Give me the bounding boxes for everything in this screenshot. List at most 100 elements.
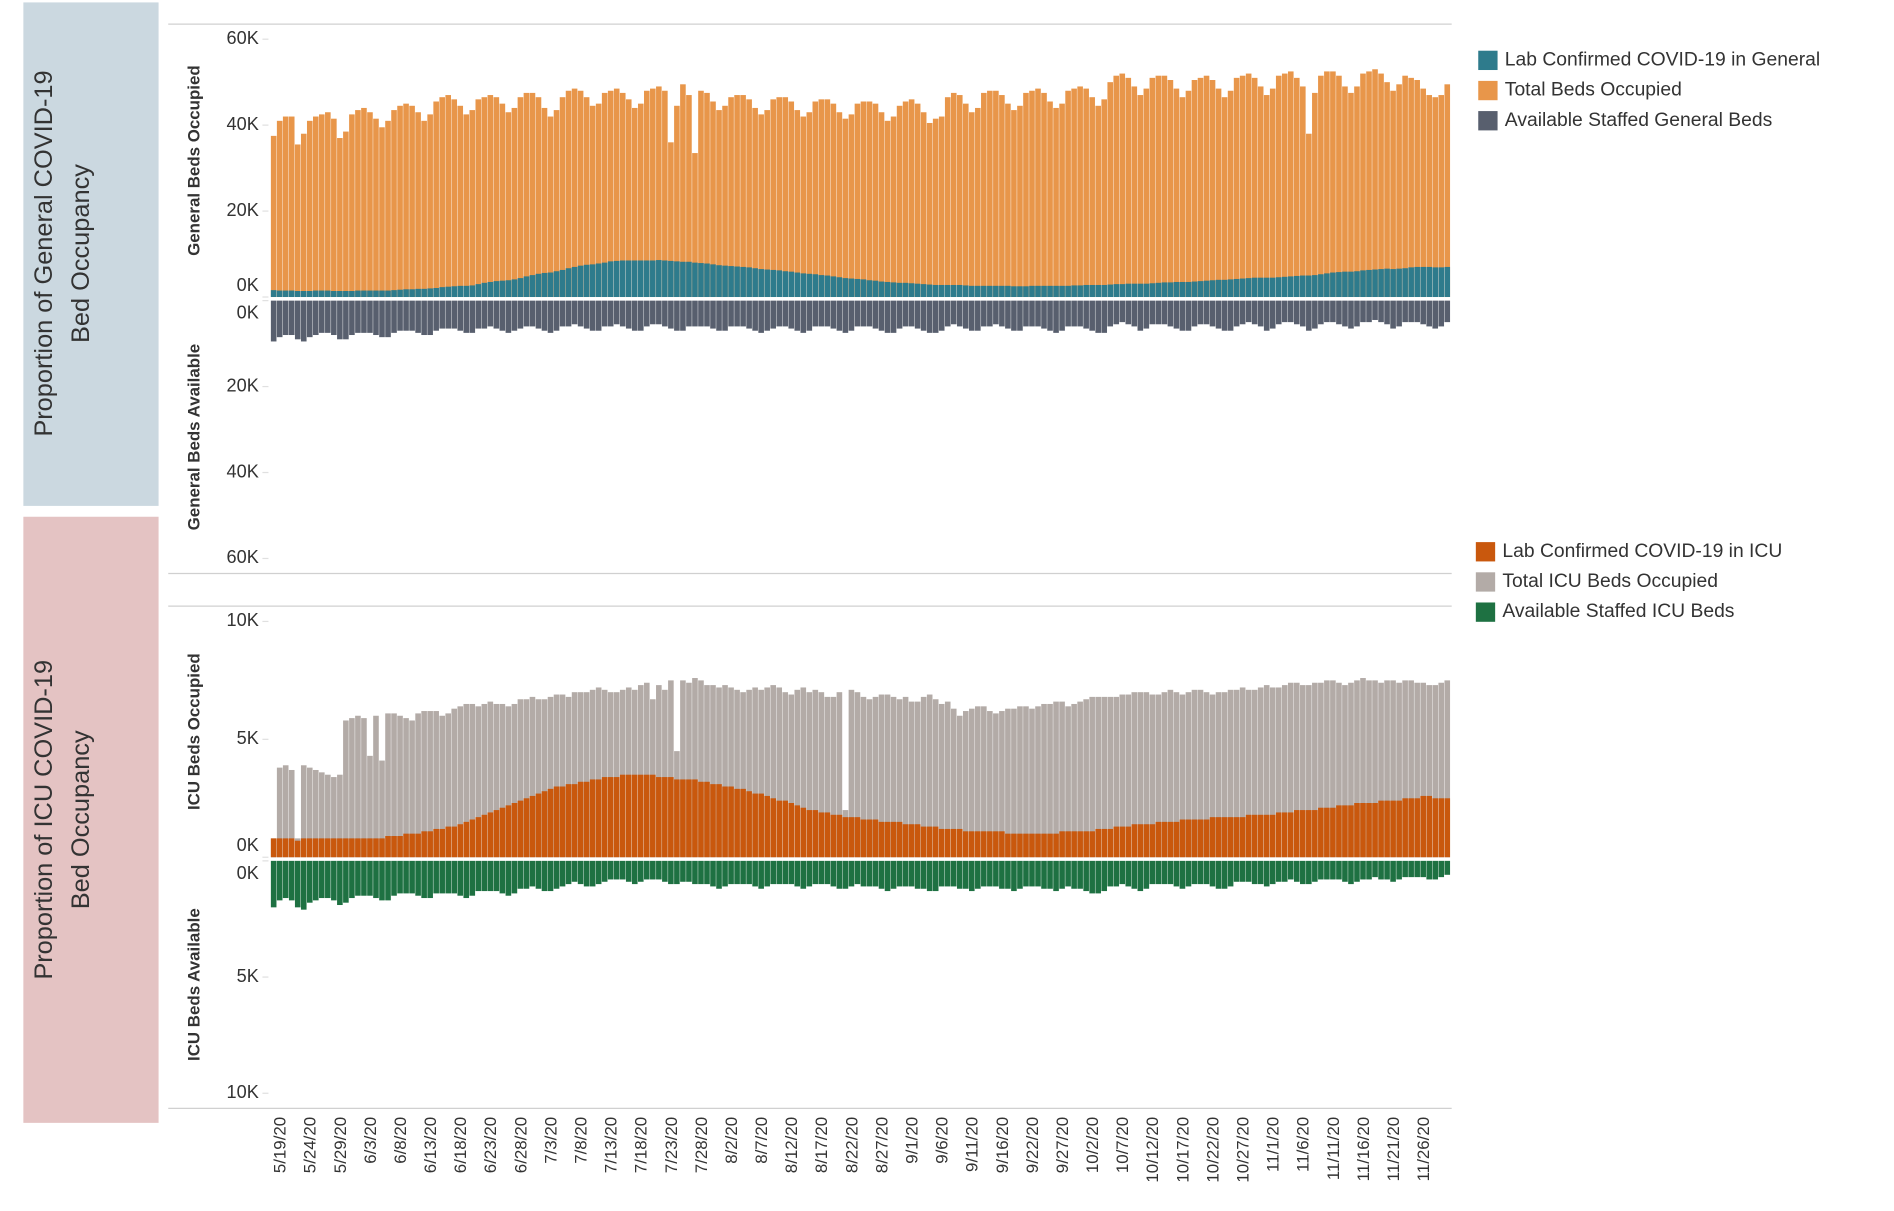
bar xyxy=(914,860,921,889)
bar xyxy=(1342,271,1348,298)
bar xyxy=(818,300,825,327)
bar xyxy=(926,122,933,298)
bar xyxy=(716,860,722,889)
bar xyxy=(541,107,548,298)
bar xyxy=(914,824,921,858)
bar xyxy=(1281,812,1288,858)
bar xyxy=(1366,803,1372,858)
bar xyxy=(583,781,590,858)
bar xyxy=(1378,800,1384,858)
bar xyxy=(1300,275,1306,298)
bar xyxy=(457,285,464,298)
bar xyxy=(601,689,608,858)
bar xyxy=(656,685,662,858)
bar xyxy=(1378,300,1384,323)
bar xyxy=(1095,284,1101,298)
bar xyxy=(343,290,349,298)
bar xyxy=(1414,266,1420,298)
bar xyxy=(776,300,783,327)
bar xyxy=(547,788,554,858)
bar xyxy=(367,300,373,333)
bar xyxy=(325,860,331,899)
bar xyxy=(541,300,548,331)
bar xyxy=(938,828,945,858)
bar xyxy=(487,701,494,858)
bar xyxy=(445,826,451,858)
bar xyxy=(1107,696,1114,858)
bar xyxy=(1239,75,1246,298)
bar xyxy=(1017,300,1023,331)
bar xyxy=(517,699,524,858)
bar xyxy=(469,860,476,896)
bar xyxy=(716,300,722,331)
bar xyxy=(637,774,644,858)
bar xyxy=(686,300,692,327)
bar xyxy=(1209,860,1216,887)
panel-title: Proportion of General COVID-19 xyxy=(30,70,58,436)
legend-swatch xyxy=(1478,80,1498,101)
bar xyxy=(662,300,668,327)
bar xyxy=(1366,860,1372,880)
x-tick-label: 8/12/20 xyxy=(782,1117,801,1173)
bar xyxy=(583,860,590,887)
bar xyxy=(529,860,536,887)
bar xyxy=(650,860,656,880)
bar xyxy=(607,90,614,298)
bar xyxy=(1300,86,1306,298)
bar xyxy=(740,692,746,858)
bar xyxy=(529,300,536,327)
bar xyxy=(1396,682,1402,858)
bar xyxy=(836,692,843,858)
bar xyxy=(1065,285,1071,298)
bar xyxy=(361,300,367,333)
x-tick-label: 6/8/20 xyxy=(391,1117,410,1164)
bar xyxy=(962,711,969,858)
bar xyxy=(746,689,752,858)
bar xyxy=(559,786,566,858)
bar xyxy=(306,838,313,858)
bar xyxy=(439,97,445,298)
bar xyxy=(1113,300,1120,325)
bar xyxy=(932,826,939,858)
bar xyxy=(559,97,566,298)
bar xyxy=(818,812,825,858)
bar xyxy=(433,860,439,894)
bar xyxy=(1251,814,1258,858)
bar xyxy=(1197,77,1204,298)
bar xyxy=(1251,689,1258,858)
x-tick-label: 9/6/20 xyxy=(933,1117,952,1164)
bar xyxy=(1287,71,1294,298)
bar xyxy=(806,300,813,331)
bar xyxy=(1101,860,1108,892)
bar xyxy=(1023,286,1029,298)
bar xyxy=(517,860,524,889)
panel-title: Bed Occupancy xyxy=(67,730,95,909)
bar xyxy=(680,680,686,858)
x-tick-label: 7/18/20 xyxy=(632,1117,651,1173)
bar xyxy=(752,300,758,331)
bar xyxy=(421,300,427,336)
bar xyxy=(782,271,789,298)
bar xyxy=(1438,267,1445,298)
x-tick-label: 6/23/20 xyxy=(481,1117,500,1173)
bar xyxy=(999,285,1005,298)
bar xyxy=(1251,277,1258,298)
bar xyxy=(746,791,752,858)
bar xyxy=(373,860,379,899)
bar xyxy=(1251,77,1258,298)
bar xyxy=(1053,833,1059,858)
bar xyxy=(1318,807,1324,858)
bar xyxy=(1432,685,1439,858)
bar xyxy=(1281,300,1288,323)
y-tick-label: 0K xyxy=(237,303,259,323)
bar xyxy=(1402,268,1408,298)
bar xyxy=(1239,300,1246,325)
bar xyxy=(331,300,337,336)
bar xyxy=(1245,860,1252,882)
bar xyxy=(1041,703,1047,858)
bar xyxy=(1330,300,1336,323)
bar xyxy=(884,300,891,333)
bar xyxy=(541,791,548,858)
bar xyxy=(1077,285,1083,298)
bar xyxy=(1300,810,1306,858)
